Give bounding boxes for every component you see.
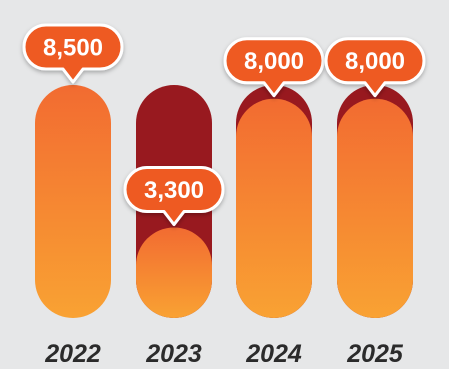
bar-2023 [136, 227, 212, 318]
callout-bubble [123, 166, 225, 227]
data-label-2024: 8,000 [244, 48, 304, 75]
callout-bubble [22, 23, 124, 84]
value-callout-2022: 8,500 [22, 23, 124, 84]
x-tick-label-2022: 2022 [44, 340, 101, 368]
callout-bubble [324, 37, 426, 98]
bar-2022 [35, 85, 111, 318]
data-label-2023: 3,300 [144, 177, 204, 204]
data-label-2022: 8,500 [43, 35, 103, 62]
callout-bubble [223, 37, 325, 98]
value-callout-2024: 8,000 [223, 37, 325, 98]
value-callouts: 8,500 3,300 8,000 8,000 [22, 23, 426, 227]
bars [35, 85, 413, 319]
bar-2025 [337, 98, 413, 319]
x-axis-tick-labels: 2022 2023 2024 2025 [44, 340, 404, 368]
value-callout-2025: 8,000 [324, 37, 426, 98]
x-tick-label-2025: 2025 [346, 340, 404, 368]
value-callout-2023: 3,300 [123, 166, 225, 227]
bar-2024 [236, 98, 312, 319]
x-tick-label-2024: 2024 [245, 340, 302, 368]
x-tick-label-2023: 2023 [145, 340, 202, 368]
data-label-2025: 8,000 [345, 48, 405, 75]
